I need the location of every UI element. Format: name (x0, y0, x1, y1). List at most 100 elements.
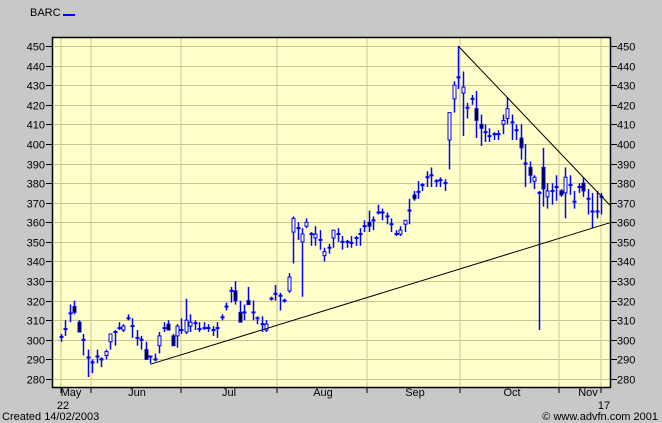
x-tick-label: Sep (405, 387, 425, 399)
plot-border (51, 36, 612, 389)
x-tick-label: May (61, 387, 82, 399)
y-tick-label-left: 310 (27, 316, 45, 328)
candle (99, 357, 104, 368)
candle-body (104, 351, 109, 356)
candle-body (563, 176, 568, 194)
plot-area (52, 37, 611, 388)
y-tick-label-left: 430 (27, 81, 45, 93)
candle (242, 304, 247, 321)
candle-body (246, 300, 251, 306)
candle (568, 175, 573, 195)
created-date: Created 14/02/2003 (2, 411, 100, 423)
candle (211, 326, 216, 336)
candle (563, 167, 568, 219)
candle (572, 190, 577, 209)
candle (287, 273, 292, 293)
y-tick-label-left: 390 (27, 160, 45, 172)
candle (595, 190, 600, 219)
candle-body (403, 219, 408, 225)
candle (171, 333, 176, 347)
candle (501, 114, 506, 135)
candle (269, 296, 274, 301)
candle (246, 286, 251, 306)
candle (532, 175, 537, 189)
candle (135, 330, 140, 346)
candle (537, 190, 542, 331)
candle (376, 204, 381, 215)
y-tick-label-right: 380 (617, 179, 635, 191)
candle (590, 192, 595, 229)
candle (394, 230, 399, 237)
candle-body (474, 108, 479, 121)
y-tick-label-right: 350 (617, 238, 635, 250)
legend-label: BARC (30, 7, 61, 19)
y-tick-label-right: 430 (617, 81, 635, 93)
candle (340, 236, 345, 250)
candle-body (367, 221, 372, 227)
candle (461, 71, 466, 137)
candles (59, 46, 604, 378)
candle (336, 228, 341, 242)
candle-body (412, 194, 417, 200)
candle-body (175, 325, 180, 337)
y-tick-label-right: 300 (617, 336, 635, 348)
candle (233, 281, 238, 305)
candle (398, 226, 403, 237)
y-tick-label-right: 320 (617, 297, 635, 309)
candle (144, 341, 149, 360)
candle (443, 179, 448, 191)
y-tick-label-right: 440 (617, 62, 635, 74)
candle (104, 349, 109, 360)
candle (434, 179, 439, 188)
candle (139, 335, 144, 350)
y-tick-label-right: 310 (617, 316, 635, 328)
candle (72, 300, 77, 315)
candle (577, 183, 582, 193)
candle (545, 183, 550, 209)
candle (206, 324, 211, 332)
candle (300, 228, 305, 297)
y-tick-label-left: 340 (27, 257, 45, 269)
candle-body (581, 182, 586, 192)
candle (456, 46, 461, 90)
x-tick-label: Aug (313, 387, 333, 399)
x-tick-label: Nov (578, 387, 598, 399)
candle (309, 232, 314, 246)
candle (162, 322, 167, 332)
x-tick-sublabel: 22 (57, 400, 69, 412)
y-tick-label-left: 400 (27, 140, 45, 152)
candle (425, 171, 430, 188)
legend-swatch (62, 14, 75, 16)
candle (496, 130, 501, 141)
legend: BARC (30, 7, 75, 19)
x-tick-label: Jun (128, 387, 146, 399)
y-tick-label-right: 360 (617, 218, 635, 230)
y-tick-label-right: 450 (617, 42, 635, 54)
candle (420, 183, 425, 191)
candle (331, 229, 336, 248)
candle-body (519, 137, 524, 149)
y-tick-label-right: 280 (617, 375, 635, 387)
candle (322, 247, 327, 262)
candle (296, 222, 301, 240)
candle (318, 230, 323, 250)
candle (514, 124, 519, 141)
candle (184, 298, 189, 334)
y-tick-label-left: 290 (27, 355, 45, 367)
candle (63, 320, 68, 336)
candle (197, 322, 202, 332)
candle (251, 300, 256, 321)
x-tick-label: Oct (503, 387, 520, 399)
candle-body (291, 217, 296, 233)
candle-body (300, 233, 305, 243)
candle (487, 128, 492, 142)
candle (166, 320, 171, 331)
candle (224, 302, 229, 311)
y-tick-label-right: 330 (617, 277, 635, 289)
y-tick-label-left: 420 (27, 101, 45, 113)
candle (412, 190, 417, 201)
candle-body (505, 108, 510, 119)
candle (479, 114, 484, 146)
candle (86, 349, 91, 378)
candle (492, 132, 497, 141)
